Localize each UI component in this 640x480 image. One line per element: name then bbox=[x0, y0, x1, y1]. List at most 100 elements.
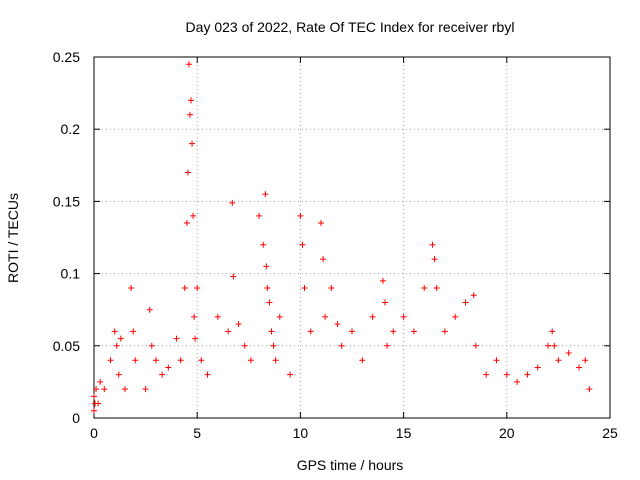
data-point bbox=[117, 335, 124, 342]
data-point bbox=[107, 357, 114, 364]
data-point bbox=[268, 328, 275, 335]
data-point bbox=[470, 292, 477, 299]
y-tick-label: 0.1 bbox=[61, 266, 81, 282]
data-point bbox=[194, 285, 201, 292]
data-point bbox=[400, 313, 407, 320]
data-point bbox=[132, 357, 139, 364]
x-tick-label: 15 bbox=[396, 425, 412, 441]
data-point bbox=[186, 111, 193, 118]
data-point bbox=[264, 285, 271, 292]
data-point bbox=[177, 357, 184, 364]
data-point bbox=[111, 328, 118, 335]
data-point bbox=[349, 328, 355, 335]
data-point bbox=[165, 364, 172, 371]
data-point bbox=[266, 299, 273, 306]
data-point bbox=[146, 306, 153, 313]
data-point bbox=[225, 328, 232, 335]
data-point bbox=[173, 335, 180, 342]
data-point bbox=[287, 371, 294, 378]
x-tick-label: 10 bbox=[293, 425, 309, 441]
data-point bbox=[188, 97, 195, 104]
data-point bbox=[148, 342, 155, 349]
data-point bbox=[270, 342, 277, 349]
data-point bbox=[185, 61, 192, 68]
data-point bbox=[582, 357, 589, 364]
data-point bbox=[379, 277, 386, 284]
data-point bbox=[91, 407, 97, 414]
x-tick-labels: 0 5 10 15 20 25 bbox=[90, 425, 618, 441]
data-point bbox=[181, 285, 188, 292]
data-point bbox=[555, 357, 562, 364]
data-point bbox=[307, 328, 314, 335]
data-point bbox=[429, 241, 436, 248]
data-point bbox=[359, 357, 366, 364]
data-point bbox=[190, 212, 197, 219]
data-point bbox=[322, 313, 329, 320]
data-point bbox=[441, 328, 448, 335]
data-point bbox=[272, 357, 279, 364]
data-point bbox=[586, 386, 593, 393]
y-tick-label: 0.15 bbox=[53, 193, 80, 209]
data-point bbox=[95, 400, 102, 407]
data-point bbox=[121, 386, 128, 393]
x-axis-label: GPS time / hours bbox=[297, 457, 404, 473]
data-point bbox=[115, 371, 122, 378]
data-point bbox=[247, 357, 254, 364]
data-marks bbox=[91, 61, 593, 414]
data-point bbox=[230, 273, 237, 280]
data-point bbox=[262, 191, 269, 198]
data-point bbox=[214, 313, 221, 320]
chart-title: Day 023 of 2022, Rate Of TEC Index for r… bbox=[186, 19, 515, 35]
y-tick-label: 0.2 bbox=[61, 121, 81, 137]
data-point bbox=[128, 285, 135, 292]
data-point bbox=[576, 364, 583, 371]
data-point bbox=[334, 321, 341, 328]
data-point bbox=[462, 299, 469, 306]
data-point bbox=[545, 342, 552, 349]
data-point bbox=[192, 335, 199, 342]
data-point bbox=[91, 393, 97, 400]
y-tick-label: 0.05 bbox=[53, 338, 80, 354]
plot-frame bbox=[93, 56, 611, 419]
data-point bbox=[297, 212, 304, 219]
data-point bbox=[229, 199, 236, 206]
data-point bbox=[183, 220, 190, 227]
data-point bbox=[452, 313, 459, 320]
data-point bbox=[410, 328, 417, 335]
data-point bbox=[97, 378, 104, 385]
y-tick-label: 0 bbox=[72, 410, 80, 426]
x-tick-label: 20 bbox=[499, 425, 515, 441]
data-point bbox=[301, 285, 308, 292]
data-point bbox=[472, 342, 479, 349]
data-point bbox=[142, 386, 149, 393]
data-point bbox=[549, 328, 556, 335]
data-point bbox=[338, 342, 345, 349]
data-point bbox=[260, 241, 267, 248]
data-point bbox=[204, 371, 211, 378]
data-point bbox=[318, 220, 325, 227]
data-point bbox=[101, 386, 108, 393]
data-point bbox=[382, 299, 389, 306]
data-point bbox=[384, 342, 391, 349]
data-point bbox=[276, 313, 283, 320]
x-tick-label: 25 bbox=[602, 425, 618, 441]
y-tick-label: 0.25 bbox=[53, 49, 80, 65]
data-point bbox=[241, 342, 248, 349]
data-point bbox=[524, 371, 531, 378]
data-point bbox=[421, 285, 428, 292]
data-point bbox=[130, 328, 137, 335]
data-point bbox=[551, 342, 558, 349]
grid-lines bbox=[94, 57, 610, 418]
x-tick-label: 0 bbox=[90, 425, 98, 441]
x-tick-label: 5 bbox=[193, 425, 201, 441]
data-point bbox=[390, 328, 397, 335]
data-point bbox=[152, 357, 159, 364]
data-point bbox=[299, 241, 306, 248]
y-axis-label: ROTI / TECUs bbox=[5, 193, 21, 283]
data-point bbox=[503, 371, 510, 378]
data-point bbox=[483, 371, 490, 378]
data-point bbox=[433, 285, 440, 292]
data-point bbox=[431, 256, 438, 263]
data-point bbox=[159, 371, 166, 378]
